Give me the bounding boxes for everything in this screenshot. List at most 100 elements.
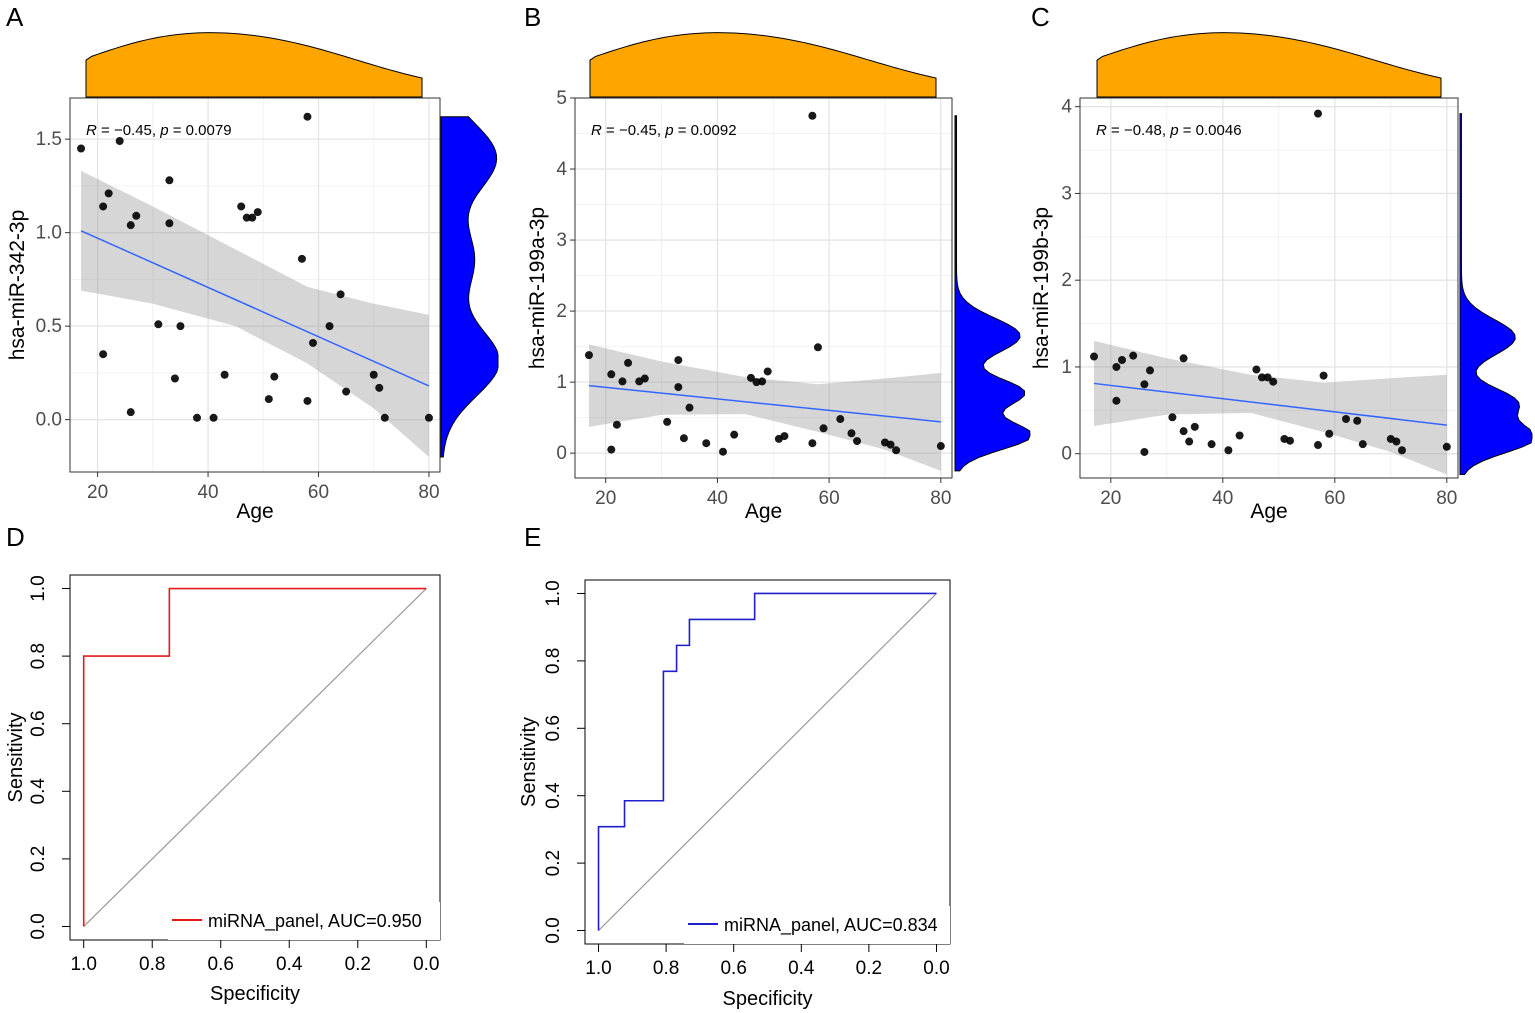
data-point [248, 213, 257, 222]
data-point [702, 439, 711, 448]
data-point [297, 254, 306, 263]
data-point [1179, 354, 1188, 363]
annotation-p-value: = 0.0092 [674, 122, 737, 139]
y-axis-label: hsa-miR-199b-3p [1030, 207, 1053, 369]
y-tick-label: 0.0 [36, 410, 62, 431]
data-point [1314, 441, 1322, 450]
x-axis-label: Age [236, 500, 273, 523]
data-point [170, 374, 179, 383]
marginal-density-x [1096, 32, 1442, 98]
data-point [808, 111, 817, 120]
y-tick-label: 3 [556, 230, 567, 251]
data-point [808, 439, 817, 448]
data-point [1112, 396, 1121, 405]
data-point [1112, 362, 1121, 371]
data-point [1392, 437, 1401, 446]
legend-box [168, 902, 440, 940]
y-tick-label: 0.4 [28, 778, 49, 805]
x-tick-label: 40 [197, 482, 218, 503]
y-tick-label: 1 [1061, 357, 1072, 378]
roc-panel-d: 1.0 0.8 0.6 0.4 0.2 0.0 0.0 0.2 0.4 0.6 0.8 1.0 Spec… [5, 574, 441, 1005]
data-point [1168, 413, 1177, 422]
data-point [1146, 366, 1154, 375]
roc-curve [597, 592, 937, 931]
x-tick-label: 0.6 [208, 954, 234, 975]
data-point [1258, 373, 1266, 382]
data-point [375, 383, 384, 392]
data-point [1224, 446, 1233, 455]
data-point [936, 442, 945, 451]
data-point [1140, 447, 1149, 456]
data-point [1207, 440, 1216, 449]
annotation-r-value: = −0.48, [1107, 122, 1170, 139]
panel-label-b: B [524, 2, 541, 32]
data-point [640, 374, 649, 383]
data-point [1118, 356, 1126, 365]
data-point [303, 396, 312, 405]
x-tick-label: 0.6 [720, 958, 746, 979]
data-point [253, 208, 262, 217]
data-point [193, 413, 202, 422]
x-tick-label: 80 [930, 488, 951, 509]
y-axis-label: Sensitivity [5, 712, 27, 802]
data-point [758, 377, 767, 386]
data-point [1342, 415, 1350, 424]
regression-line [1093, 382, 1447, 426]
data-point [1269, 377, 1278, 386]
annotation-r-value: = −0.45, [97, 122, 160, 139]
x-tick-label: 80 [1436, 488, 1457, 509]
annotation-p-value: = 0.0046 [1179, 122, 1242, 139]
data-point [237, 202, 246, 211]
data-point [1353, 416, 1362, 425]
annotation-r-symbol: R [591, 122, 602, 139]
data-point [242, 213, 251, 222]
panel-label-c: C [1031, 2, 1050, 32]
marginal-density-y [440, 116, 499, 458]
y-axis-label: Sensitivity [518, 717, 540, 807]
data-point [1129, 351, 1138, 360]
data-point [847, 429, 856, 438]
data-point [264, 395, 273, 404]
regression-line [80, 230, 430, 387]
data-point [584, 351, 593, 360]
data-point [685, 403, 694, 412]
y-tick-label: 4 [556, 159, 567, 180]
data-point [607, 445, 616, 454]
x-tick-label: 80 [418, 482, 439, 503]
y-tick-label: 0.8 [28, 643, 49, 669]
scatter-panel-b: 20 40 60 80 0 1 2 3 4 5 R = −0.45, p = 0.0092 Age hs… [526, 32, 1031, 523]
data-point [663, 417, 672, 426]
y-tick-label: 0.6 [543, 715, 564, 741]
y-axis-label: hsa-miR-199a-3p [526, 207, 549, 369]
annotation-r-symbol: R [86, 122, 97, 139]
marginal-density-x [589, 32, 937, 98]
y-tick-label: 0.4 [543, 782, 564, 809]
x-tick-label: 1.0 [70, 954, 96, 975]
panel-label-a: A [6, 2, 24, 32]
x-tick-label: 40 [1212, 488, 1233, 509]
data-point [1185, 437, 1194, 446]
data-point [1325, 429, 1334, 438]
marginal-density-y [954, 115, 1031, 472]
y-tick-label: 1.0 [36, 223, 62, 244]
data-point [674, 383, 683, 392]
confidence-band [588, 344, 941, 471]
x-axis-label: Specificity [722, 988, 812, 1010]
data-point [886, 440, 895, 449]
data-point [154, 320, 163, 329]
y-tick-label: 5 [556, 88, 567, 109]
x-tick-label: 0.0 [923, 958, 949, 979]
data-point [763, 367, 772, 376]
data-point [325, 322, 334, 331]
data-point [165, 219, 174, 228]
data-point [1314, 109, 1322, 118]
data-point [424, 413, 433, 422]
data-point [1358, 440, 1367, 449]
data-point [1235, 431, 1244, 440]
plot-background [575, 98, 952, 478]
marginal-density-x [85, 32, 423, 98]
x-tick-label: 60 [308, 482, 329, 503]
y-tick-label: 0.0 [28, 913, 49, 939]
x-tick-label: 0.4 [788, 958, 815, 979]
